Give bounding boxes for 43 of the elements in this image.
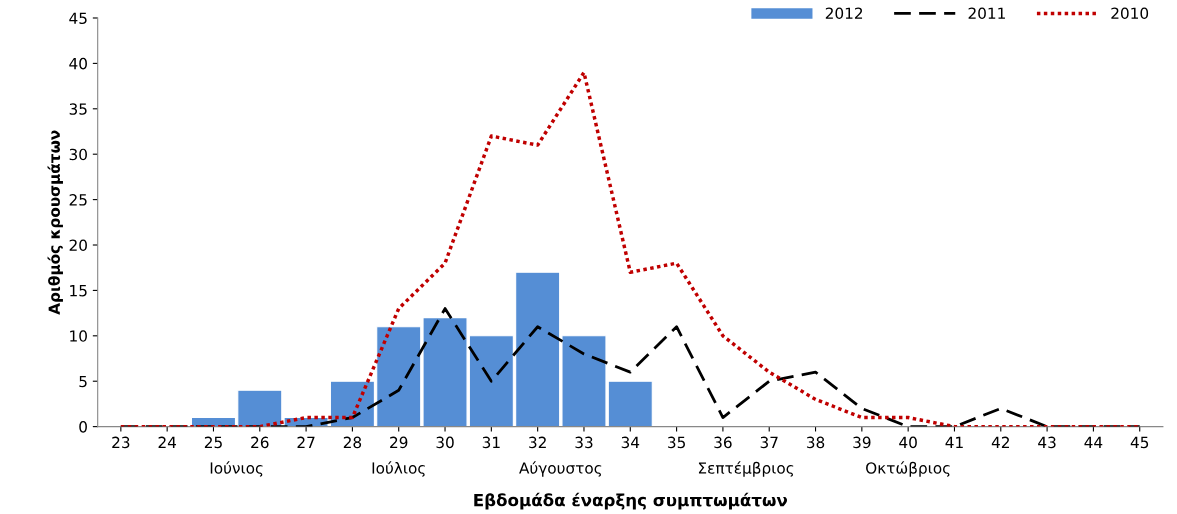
x-tick-label: 36 [714,436,732,449]
y-tick-label: 5 [79,375,87,388]
y-tick-label: 45 [69,12,87,25]
x-tick-label: 37 [760,436,778,449]
text: Αύγουστος [519,461,602,477]
y-tick-label: 20 [69,239,87,252]
y-tick-label: 25 [69,194,87,206]
x-tick-label: 28 [343,436,362,449]
x-tick-label: 26 [251,436,269,449]
legend-label: 2010 [1111,7,1149,20]
x-tick-label: 32 [529,436,546,449]
x-tick-label: 29 [390,436,408,449]
x-tick-label: 25 [204,436,222,449]
x-tick-label: 33 [575,436,593,449]
text: Ιούλιος [372,461,425,477]
x-tick-label: 23 [112,436,130,449]
y-tick-label: 0 [79,421,87,433]
y-axis-title: Αριθμός κρουσμάτων [47,130,63,315]
x-tick-label: 38 [806,436,825,449]
x-tick-label: 30 [436,436,454,449]
x-tick-label: 45 [1130,436,1149,449]
legend-label: 2012 [825,7,863,20]
legend-label: 2011 [968,7,1005,20]
x-axis-title: Εβδομάδα έναρξης συμπτωμάτων [474,492,788,510]
y-tick-label: 30 [69,148,87,161]
x-tick-label: 24 [158,436,177,448]
x-tick-label: 39 [853,436,871,449]
x-tick-label: 42 [991,436,1009,448]
x-tick-label: 41 [945,436,963,448]
x-tick-label: 43 [1038,436,1056,449]
text: Ιούνιος [210,461,263,477]
text: Οκτώβριος [866,461,950,477]
x-tick-label: 34 [621,436,640,449]
y-tick-label: 40 [69,57,87,70]
x-tick-label: 27 [297,436,315,448]
x-tick-label: 44 [1084,436,1103,448]
y-tick-label: 10 [70,330,87,342]
text: Σεπτέμβριος [698,461,794,477]
x-tick-label: 40 [899,436,917,449]
x-tick-label: 35 [668,436,685,449]
y-tick-label: 35 [69,103,87,115]
y-tick-label: 15 [70,285,87,297]
x-tick-label: 31 [482,436,500,449]
